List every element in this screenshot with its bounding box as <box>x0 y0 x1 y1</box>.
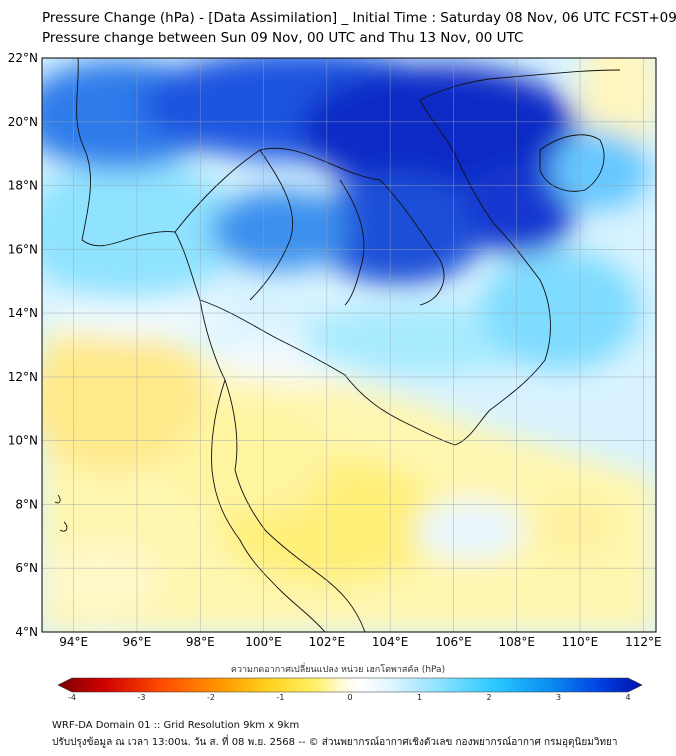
lat-tick-label: 18°N <box>8 179 38 193</box>
lat-tick-label: 16°N <box>8 242 38 256</box>
lat-tick-label: 10°N <box>8 434 38 448</box>
lon-tick-label: 104°E <box>372 635 409 649</box>
gridlines <box>42 58 656 632</box>
lat-tick-label: 6°N <box>15 561 38 575</box>
lon-tick-label: 94°E <box>59 635 88 649</box>
lon-tick-label: 96°E <box>123 635 152 649</box>
colorbar-tick-label: 3 <box>556 693 561 700</box>
colorbar-tick-label: 2 <box>486 693 491 700</box>
lat-tick-label: 8°N <box>15 497 38 511</box>
colorbar: -4 -3 -2 -1 0 1 2 3 4 <box>57 677 643 700</box>
lon-tick-label: 106°E <box>435 635 472 649</box>
lon-tick-label: 108°E <box>498 635 535 649</box>
lon-tick-label: 110°E <box>562 635 599 649</box>
colorbar-tick-label: 1 <box>417 693 422 700</box>
colorbar-tick-label: -3 <box>138 693 146 700</box>
colorbar-tick-label: -2 <box>207 693 215 700</box>
colorbar-tick-label: 4 <box>625 693 630 700</box>
colorbar-tick-label: -1 <box>277 693 285 700</box>
longitude-axis: 94°E 96°E 98°E 100°E 102°E 104°E 106°E 108°E 110… <box>59 635 661 649</box>
colorbar-tick-label: 0 <box>347 693 352 700</box>
latitude-axis: 22°N 20°N 18°N 16°N 14°N 12°N 10°N 8°N 6°N 4°N <box>8 51 38 639</box>
lat-tick-label: 12°N <box>8 370 38 384</box>
footer-line-1: WRF-DA Domain 01 :: Grid Resolution 9km … <box>52 720 300 731</box>
lon-tick-label: 98°E <box>186 635 215 649</box>
lat-tick-label: 4°N <box>15 625 38 639</box>
lat-tick-label: 22°N <box>8 51 38 65</box>
lon-tick-label: 100°E <box>245 635 282 649</box>
lat-tick-label: 14°N <box>8 306 38 320</box>
colorbar-tick-label: -4 <box>68 693 76 700</box>
colorbar-label: ความกดอากาศเปลี่ยนแปลง หน่วย เฮกโตพาสคัล… <box>230 665 446 675</box>
title-line-1: Pressure Change (hPa) - [Data Assimilati… <box>42 10 676 26</box>
title-line-2: Pressure change between Sun 09 Nov, 00 U… <box>42 30 524 46</box>
colorbar-ticks: -4 -3 -2 -1 0 1 2 3 4 <box>68 693 631 700</box>
pressure-field <box>42 58 656 632</box>
lon-tick-label: 102°E <box>309 635 346 649</box>
lat-tick-label: 20°N <box>8 115 38 129</box>
map-figure: 22°N 20°N 18°N 16°N 14°N 12°N 10°N 8°N 6°N 4°N 94… <box>8 51 662 700</box>
colorbar-bar <box>57 677 643 693</box>
lon-tick-label: 112°E <box>625 635 662 649</box>
footer-line-2: ปรับปรุงข้อมูล ณ เวลา 13:00น. วัน ส. ที่… <box>52 737 618 748</box>
map-frame <box>41 57 657 633</box>
